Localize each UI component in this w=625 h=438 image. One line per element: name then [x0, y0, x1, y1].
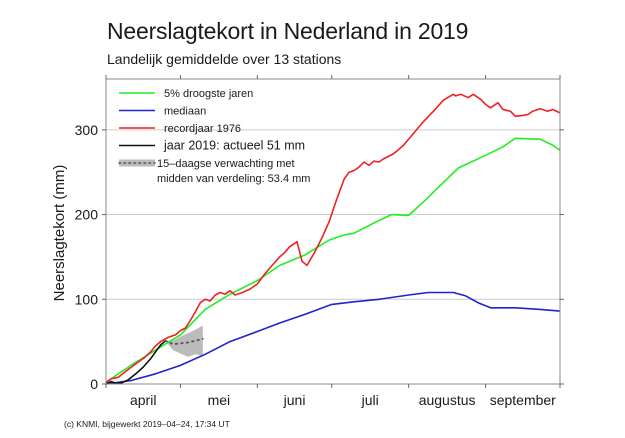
x-tick-label: mei [208, 392, 231, 408]
y-tick-label: 200 [75, 207, 99, 223]
forecast-band [165, 325, 203, 357]
x-tick-label: april [130, 392, 156, 408]
series-line-5-droogste-jaren [105, 137, 561, 383]
legend-swatch-band [119, 159, 155, 167]
series-line-mediaan [105, 291, 561, 385]
footer-credit: (c) KNMI, bijgewerkt 2019–04–24, 17:34 U… [64, 419, 230, 429]
legend-label: mediaan [164, 106, 206, 118]
y-tick-label: 100 [75, 291, 99, 307]
legend-label: 5% droogste jaren [164, 88, 253, 100]
legend-label: recordjaar 1976 [164, 123, 241, 135]
y-axis-label: Neerslagtekort (mm) [51, 165, 68, 302]
x-tick-label: juni [283, 392, 306, 408]
plot-frame [105, 78, 561, 385]
series-line-jaar-2019 [105, 340, 167, 385]
legend-label: 15–daagse verwachting met [157, 158, 295, 170]
x-tick-label: september [490, 392, 556, 408]
legend-label: jaar 2019: actueel 51 mm [163, 139, 305, 153]
y-tick-label: 0 [90, 376, 98, 392]
legend-label-line2: midden van verdeling: 53.4 mm [157, 173, 310, 185]
chart-title: Neerslagtekort in Nederland in 2019 [107, 18, 469, 44]
x-tick-label: juli [361, 392, 379, 408]
y-tick-label: 300 [75, 122, 99, 138]
series-line-15-daagse-verwachting-met-midden-van-verdeling [164, 337, 204, 346]
chart-subtitle: Landelijk gemiddelde over 13 stations [107, 51, 342, 67]
series-line-recordjaar-1976 [105, 93, 561, 383]
x-tick-label: augustus [419, 392, 476, 408]
